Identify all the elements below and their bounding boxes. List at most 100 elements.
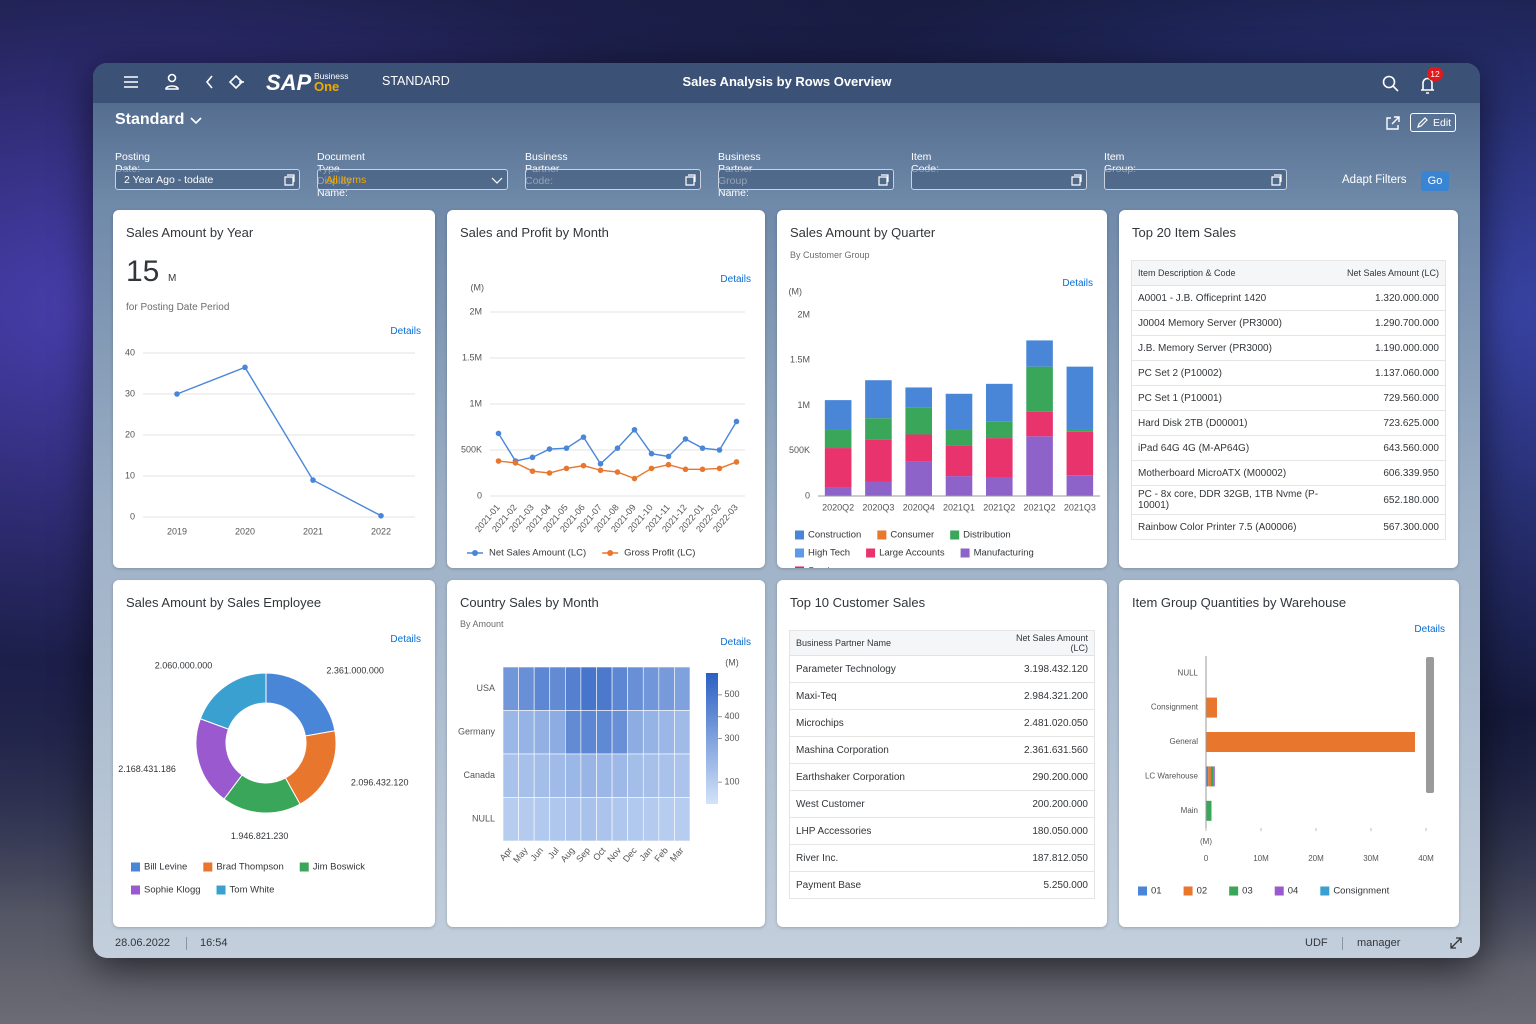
y-tick-label: 1.5M — [790, 355, 810, 365]
legend-marker — [1320, 886, 1330, 896]
x-tick-label: 30M — [1363, 854, 1379, 863]
x-tick-label: 2021Q2 — [1024, 502, 1056, 512]
table-row[interactable]: Earthshaker Corporation 290.200.000 — [789, 763, 1095, 791]
legend-label: 04 — [1288, 886, 1299, 897]
table-cell: 567.300.000 — [1334, 514, 1446, 540]
details-link[interactable]: Details — [390, 634, 421, 645]
point — [563, 465, 570, 472]
legend-marker — [960, 548, 970, 558]
card-title[interactable]: Sales and Profit by Month — [460, 225, 609, 240]
shell-icons[interactable] — [123, 73, 253, 93]
footer-date: 28.06.2022 — [115, 937, 171, 949]
point — [614, 445, 621, 451]
legend-marker — [1274, 886, 1284, 896]
filter-input[interactable] — [525, 169, 701, 190]
heat-cell — [627, 710, 644, 755]
filter-input[interactable] — [911, 169, 1087, 190]
y-tick-label: 0 — [805, 490, 810, 500]
heat-cell — [642, 753, 660, 798]
legend-label: 02 — [1197, 886, 1208, 897]
x-tick-label: 2020Q2 — [822, 502, 854, 512]
table-row[interactable]: J.B. Memory Server (PR3000) 1.190.000.000 — [1131, 335, 1446, 361]
footer-separator — [1342, 937, 1343, 950]
table-row[interactable]: Mashina Corporation 2.361.631.560 — [789, 736, 1095, 764]
heat-cell — [627, 666, 644, 711]
bar-segment — [865, 418, 892, 440]
table-row[interactable]: Payment Base 5.250.000 — [789, 871, 1095, 899]
table-row[interactable]: Rainbow Color Printer 7.5 (A00006) 567.30… — [1131, 514, 1446, 540]
share-icon[interactable] — [1385, 115, 1401, 131]
card-subtitle: By Customer Group — [790, 250, 870, 260]
bar-segment — [1206, 766, 1209, 787]
view-selector[interactable]: Standard — [115, 111, 185, 128]
chart: (M)0500K1M1.5M2M2021-012021-022021-03202… — [461, 282, 745, 559]
heat-cell — [565, 666, 582, 711]
table-cell: 180.050.000 — [992, 817, 1095, 845]
view-chevron[interactable] — [189, 115, 203, 127]
filter-icon — [491, 177, 503, 184]
heat-cell — [596, 753, 613, 798]
card-title[interactable]: Item Group Quantities by Warehouse — [1132, 595, 1347, 610]
details-link[interactable]: Details — [1062, 278, 1093, 289]
details-link[interactable]: Details — [1414, 624, 1445, 635]
table-row[interactable]: A0001 - J.B. Officeprint 1420 1.320.000.0… — [1131, 285, 1446, 311]
bar-segment — [945, 445, 973, 477]
x-tick-label: 2021Q3 — [1064, 502, 1096, 512]
bar-segment — [905, 461, 933, 496]
filter-input[interactable] — [718, 169, 894, 190]
table-row[interactable]: PC - 8x core, DDR 32GB, 1TB Nvme (P-1000… — [1131, 485, 1446, 515]
go-button[interactable]: Go — [1421, 171, 1449, 191]
filter-input[interactable] — [1104, 169, 1287, 190]
edit-icon — [1417, 117, 1428, 128]
chart: NULL Consignment General LC Warehouse Main (M… — [1138, 656, 1434, 897]
table-row[interactable]: River Inc. 187.812.050 — [789, 844, 1095, 872]
table-row[interactable]: West Customer 200.200.000 — [789, 790, 1095, 818]
expand-icon[interactable] — [1448, 935, 1464, 951]
heat-cell — [533, 710, 551, 755]
details-link[interactable]: Details — [720, 637, 751, 648]
table-row[interactable]: J0004 Memory Server (PR3000) 1.290.700.00… — [1131, 310, 1446, 336]
table-row[interactable]: PC Set 1 (P10001) 729.560.000 — [1131, 385, 1446, 411]
y-tick-label: 2M — [797, 309, 810, 319]
table-cell: J0004 Memory Server (PR3000) — [1131, 310, 1334, 336]
details-link[interactable]: Details — [720, 274, 751, 285]
card-title[interactable]: Top 20 Item Sales — [1132, 225, 1237, 240]
heat-cell — [549, 710, 566, 755]
table-cell: 1.137.060.000 — [1334, 360, 1446, 386]
filter-input[interactable]: All Items — [317, 169, 508, 190]
legend-marker — [795, 548, 804, 558]
filter-input[interactable]: 2 Year Ago - todate — [115, 169, 300, 190]
table-cell: West Customer — [789, 790, 992, 818]
legend-label: Gross Profit (LC) — [624, 548, 695, 559]
edit-button[interactable]: Edit — [1410, 113, 1456, 132]
y-tick-label: Main — [1181, 806, 1198, 815]
card-title[interactable]: Sales Amount by Sales Employee — [126, 595, 322, 610]
table-row[interactable]: iPad 64G 4G (M-AP64G) 643.560.000 — [1131, 435, 1446, 461]
table-cell: J.B. Memory Server (PR3000) — [1131, 335, 1334, 361]
table-cell: iPad 64G 4G (M-AP64G) — [1131, 435, 1334, 461]
table-row[interactable]: Maxi-Teq 2.984.321.200 — [789, 682, 1095, 710]
table-row[interactable]: Microchips 2.481.020.050 — [789, 709, 1095, 737]
adapt-filters[interactable]: Adapt Filters — [1342, 174, 1407, 186]
details-link[interactable]: Details — [390, 326, 421, 337]
heat-cell — [549, 753, 566, 798]
point — [733, 418, 740, 425]
heat-cell — [674, 666, 691, 711]
table-row[interactable]: PC Set 2 (P10002) 1.137.060.000 — [1131, 360, 1446, 386]
card-title[interactable]: Sales Amount by Quarter — [790, 225, 936, 240]
card: (M) 0 500K 1M 1.5M 2M 2021-01 2021-02 2021-03 202… — [447, 210, 765, 568]
table-row[interactable]: Motherboard MicroATX (M00002) 606.339.950 — [1131, 460, 1446, 486]
table-row[interactable]: Parameter Technology 3.198.432.120 — [789, 655, 1095, 683]
card: NULL Consignment General LC Warehouse Main (M… — [1119, 580, 1459, 927]
shell-bar: SAP Business One STANDARD Sales Analysis… — [93, 63, 1480, 103]
table-row[interactable]: Hard Disk 2TB (D00001) 723.625.000 — [1131, 410, 1446, 436]
table-row[interactable]: LHP Accessories 180.050.000 — [789, 817, 1095, 845]
shell-actions[interactable] — [1381, 71, 1451, 97]
legend-marker — [795, 530, 804, 540]
series-line — [176, 366, 382, 517]
x-tick-label: 2021 — [303, 526, 323, 536]
card-title[interactable]: Country Sales by Month — [460, 595, 599, 610]
card-title[interactable]: Top 10 Customer Sales — [790, 595, 926, 610]
card-title[interactable]: Sales Amount by Year — [126, 225, 254, 240]
table-cell: 5.250.000 — [992, 871, 1095, 899]
